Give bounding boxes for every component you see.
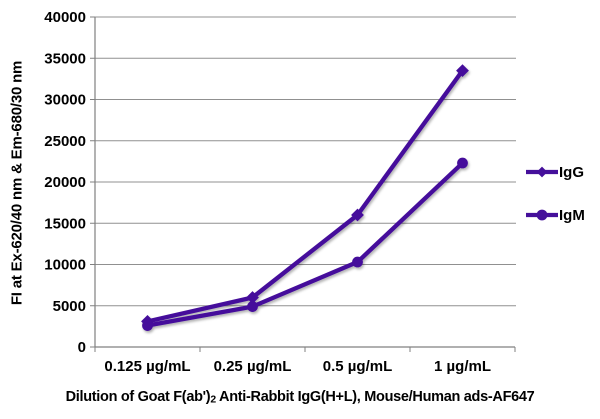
y-tick-label: 40000 <box>44 9 86 26</box>
legend-label-igm: IgM <box>559 206 585 224</box>
data-point-circle <box>142 320 153 331</box>
y-tick-label: 30000 <box>44 92 86 109</box>
legend-item-igm: IgM <box>524 201 585 229</box>
y-tick-label: 5000 <box>53 298 86 315</box>
legend: IgG IgM <box>524 158 585 229</box>
x-tick-label: 0.5 µg/mL <box>323 358 393 375</box>
data-point-circle <box>352 256 363 268</box>
data-point-circle <box>457 157 468 169</box>
x-tick-label: 0.25 µg/mL <box>214 358 292 375</box>
series-line <box>145 160 465 328</box>
y-tick-label: 25000 <box>44 133 86 150</box>
y-axis-title: FI at Ex-620/40 nm & Em-680/30 nm <box>8 60 26 306</box>
y-tick-label: 20000 <box>44 174 86 191</box>
data-point-diamond <box>456 64 469 78</box>
igm-circle-marker-icon <box>526 209 558 221</box>
data-point-diamond <box>246 291 259 304</box>
x-axis-title-pre: Dilution of Goat F(ab') <box>65 389 211 405</box>
series-IgM <box>142 157 468 331</box>
y-tick-label: 15000 <box>44 215 86 232</box>
y-tick-label: 10000 <box>44 257 86 274</box>
data-point-diamond <box>351 208 364 222</box>
y-tick-label: 0 <box>78 339 86 356</box>
y-tick-label: 35000 <box>44 50 86 67</box>
x-tick-label: 0.125 µg/mL <box>104 358 190 375</box>
series-IgG <box>141 64 469 328</box>
legend-item-igg: IgG <box>524 158 585 186</box>
data-point-circle <box>247 301 258 312</box>
series-line <box>145 68 465 324</box>
x-axis-title-post: Anti-Rabbit IgG(H+L), Mouse/Human ads-AF… <box>215 389 535 405</box>
x-axis-title: Dilution of Goat F(ab')2 Anti-Rabbit IgG… <box>0 389 600 405</box>
legend-label-igg: IgG <box>559 163 584 181</box>
x-axis-title-sub: 2 <box>210 394 216 406</box>
igg-diamond-marker-icon <box>526 166 558 178</box>
x-tick-label: 1 µg/mL <box>434 358 491 375</box>
